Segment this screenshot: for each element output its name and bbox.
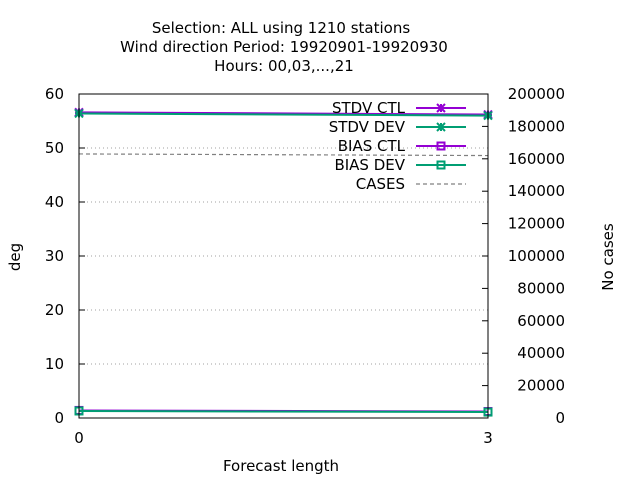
y2-tick-label: 160000 (508, 150, 565, 168)
x-axis-label: Forecast length (223, 457, 339, 475)
legend-item: STDV CTL (332, 99, 466, 117)
y2-tick-label: 20000 (517, 377, 565, 395)
legend-item: BIAS DEV (334, 156, 466, 174)
legend-label: BIAS CTL (338, 137, 406, 155)
legend-item: STDV DEV (329, 118, 466, 136)
series-line (78, 112, 489, 117)
y-axis-label: deg (6, 243, 24, 271)
y-tick-label: 50 (45, 139, 64, 157)
y2-tick-label: 120000 (508, 215, 565, 233)
legend-label: STDV DEV (329, 118, 406, 136)
x-tick-label: 0 (74, 429, 84, 447)
y-tick-label: 10 (45, 355, 64, 373)
chart-title: Selection: ALL using 1210 stations Wind … (120, 19, 448, 75)
title-line-1: Selection: ALL using 1210 stations (152, 19, 411, 37)
y-tick-label: 40 (45, 193, 64, 211)
x-tick-label: 3 (483, 429, 493, 447)
series-line (78, 153, 489, 157)
series-bias-dev (74, 406, 493, 417)
y2-tick-label: 180000 (508, 117, 565, 135)
legend-label: CASES (356, 175, 405, 193)
series-stdv-dev (74, 108, 493, 121)
legend-label: BIAS DEV (334, 156, 405, 174)
y-tick-label: 0 (54, 409, 64, 427)
y2-tick-label: 40000 (517, 344, 565, 362)
series-line (78, 409, 489, 414)
y-tick-label: 20 (45, 301, 64, 319)
title-line-3: Hours: 00,03,...,21 (214, 57, 354, 75)
y2-tick-label: 60000 (517, 312, 565, 330)
y2-tick-label: 200000 (508, 85, 565, 103)
y2-tick-label: 80000 (517, 279, 565, 297)
y-tick-label: 60 (45, 85, 64, 103)
series-cases (78, 153, 489, 157)
legend-item: BIAS CTL (338, 137, 466, 155)
y2-tick-label: 0 (555, 409, 565, 427)
title-line-2: Wind direction Period: 19920901-19920930 (120, 38, 448, 56)
series-line (78, 111, 489, 116)
grid-lines (79, 147, 488, 365)
y2-tick-label: 140000 (508, 182, 565, 200)
axis-ticks: 0102030405060020000400006000080000100000… (45, 85, 565, 447)
y2-axis-label: No cases (599, 223, 617, 291)
y-tick-label: 30 (45, 247, 64, 265)
legend-label: STDV CTL (332, 99, 406, 117)
y2-tick-label: 100000 (508, 247, 565, 265)
series-layer (74, 107, 493, 417)
legend-item: CASES (356, 175, 466, 193)
